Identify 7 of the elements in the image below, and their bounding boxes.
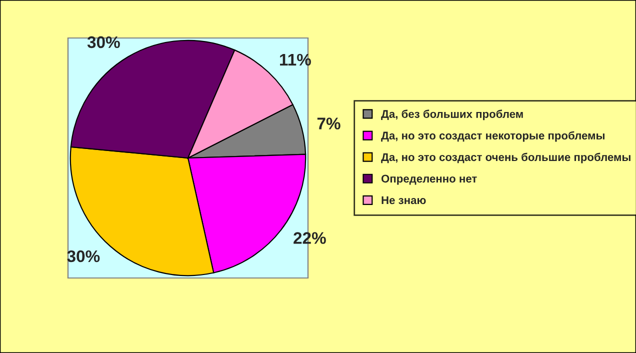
legend-label: Да, без больших проблем: [381, 110, 523, 120]
legend-label: Да, но это создаст некоторые проблемы: [381, 131, 604, 142]
legend-label: Определенно нет: [381, 174, 477, 185]
legend-label: Не знаю: [382, 196, 426, 204]
data-label: 30%: [87, 36, 120, 48]
legend-label: Да, но это создаст очень большие проблемы: [381, 152, 630, 164]
data-label: 7%: [317, 118, 340, 130]
